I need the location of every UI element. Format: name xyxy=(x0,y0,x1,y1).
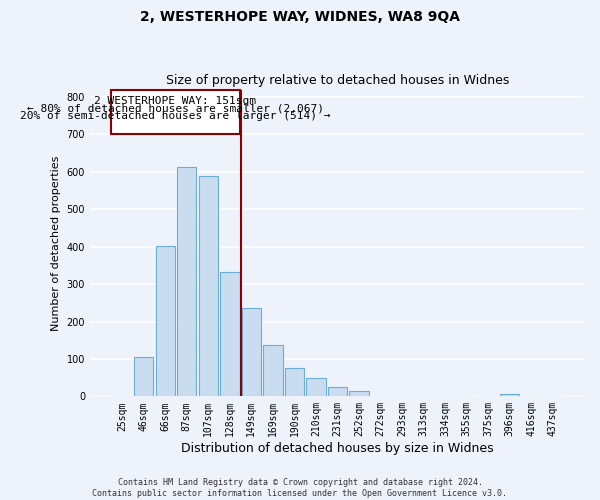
Bar xyxy=(242,308,261,396)
Bar xyxy=(177,168,196,396)
Text: 20% of semi-detached houses are larger (514) →: 20% of semi-detached houses are larger (… xyxy=(20,111,331,121)
Text: 2 WESTERHOPE WAY: 151sqm: 2 WESTERHOPE WAY: 151sqm xyxy=(94,96,256,106)
X-axis label: Distribution of detached houses by size in Widnes: Distribution of detached houses by size … xyxy=(181,442,494,455)
FancyBboxPatch shape xyxy=(112,90,239,134)
Bar xyxy=(263,346,283,397)
Bar xyxy=(285,368,304,396)
Bar xyxy=(328,387,347,396)
Bar xyxy=(220,272,239,396)
Bar xyxy=(306,378,326,396)
Bar xyxy=(155,246,175,396)
Y-axis label: Number of detached properties: Number of detached properties xyxy=(51,156,61,330)
Text: 2, WESTERHOPE WAY, WIDNES, WA8 9QA: 2, WESTERHOPE WAY, WIDNES, WA8 9QA xyxy=(140,10,460,24)
Bar xyxy=(199,176,218,396)
Bar xyxy=(500,394,520,396)
Bar xyxy=(349,391,368,396)
Bar xyxy=(134,357,154,397)
Text: Contains HM Land Registry data © Crown copyright and database right 2024.
Contai: Contains HM Land Registry data © Crown c… xyxy=(92,478,508,498)
Text: ← 80% of detached houses are smaller (2,067): ← 80% of detached houses are smaller (2,… xyxy=(27,104,324,114)
Title: Size of property relative to detached houses in Widnes: Size of property relative to detached ho… xyxy=(166,74,509,87)
